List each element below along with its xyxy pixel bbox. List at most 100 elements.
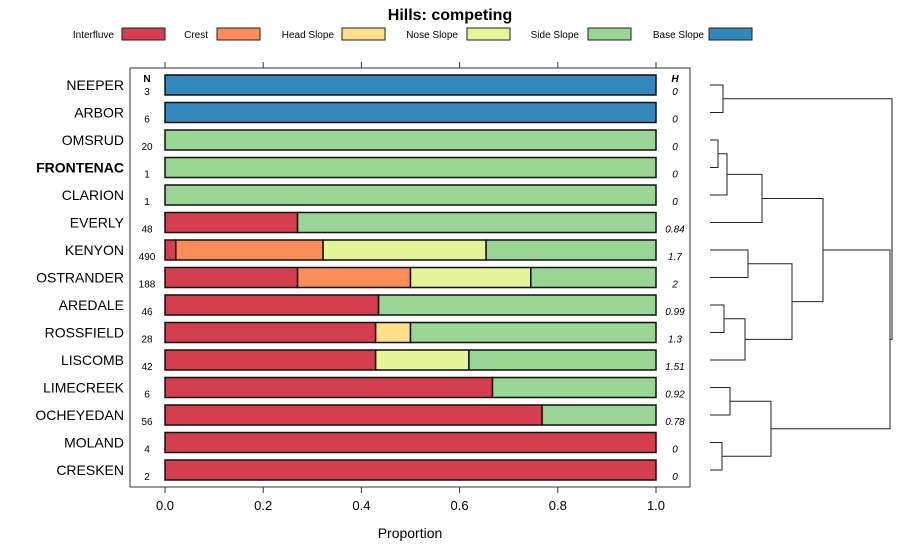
row-label: KENYON xyxy=(65,242,124,258)
legend-swatch xyxy=(341,27,386,41)
bar-segment-side-slope xyxy=(491,376,657,399)
bar-segment-crest xyxy=(175,239,324,261)
x-axis: 0.0 0.2 0.4 0.6 0.8 1.0 xyxy=(156,62,665,513)
row-label: OMSRUD xyxy=(62,132,124,148)
legend-swatch xyxy=(121,27,166,41)
h-value: 1.51 xyxy=(665,362,684,373)
n-value: 490 xyxy=(139,252,156,263)
bar-segment-interfluve xyxy=(164,404,543,426)
bar-segment-interfluve xyxy=(164,349,377,371)
h-value: 1.7 xyxy=(668,252,682,263)
n-value: 1 xyxy=(144,197,150,208)
h-value: 0.99 xyxy=(665,307,685,318)
bar-segment-side-slope xyxy=(164,156,657,179)
bar-segment-side-slope xyxy=(296,211,657,234)
bar-segment-side-slope xyxy=(530,266,657,289)
dendrogram-branch xyxy=(710,304,725,333)
n-value: 6 xyxy=(144,390,150,401)
bar-segment-interfluve xyxy=(164,431,657,454)
bar-segment-nose-slope xyxy=(322,239,487,261)
row-label: EVERLY xyxy=(70,215,125,231)
dendrogram-branch xyxy=(723,98,893,340)
h-value: 0 xyxy=(672,142,678,153)
h-value: 0.92 xyxy=(665,390,685,401)
row-label: MOLAND xyxy=(64,435,124,451)
n-value: 1 xyxy=(144,170,150,181)
bar-segment-interfluve xyxy=(164,294,380,316)
row-label: CRESKEN xyxy=(56,462,124,478)
plot-frame xyxy=(129,67,691,488)
x-tick-label: 1.0 xyxy=(647,498,665,513)
row-label: LIMECREEK xyxy=(43,380,125,396)
dendrogram-branch xyxy=(745,263,793,340)
bar-row: AREDALE 46 0.99 xyxy=(59,294,685,318)
dendrogram-branch xyxy=(710,442,723,471)
h-value: 0 xyxy=(672,472,678,483)
row-label: OCHEYEDAN xyxy=(35,407,124,423)
chart-title: Hills: competing xyxy=(388,7,512,24)
dendrogram-branch xyxy=(710,318,746,361)
bar-segment-side-slope xyxy=(485,239,657,261)
n-value: 48 xyxy=(141,225,153,236)
x-tick-label: 0.2 xyxy=(254,498,272,513)
bar-segment-base-slope xyxy=(164,74,657,96)
legend-swatch xyxy=(466,27,511,41)
legend-swatch xyxy=(587,27,632,41)
x-tick-label: 0.0 xyxy=(156,498,174,513)
bar-segment-head-slope xyxy=(374,321,412,344)
dendrogram-branch xyxy=(710,84,724,113)
h-value: 0 xyxy=(672,197,678,208)
bar-segment-interfluve xyxy=(164,211,299,234)
bar-row: KENYON 490 1.7 xyxy=(65,239,682,263)
legend-label: Side Slope xyxy=(531,30,580,41)
h-value: 0 xyxy=(672,170,678,181)
row-label: CLARION xyxy=(62,187,124,203)
n-value: 28 xyxy=(141,335,153,346)
h-value: 0.84 xyxy=(665,225,685,236)
bar-segment-side-slope xyxy=(541,404,657,426)
legend-label: Base Slope xyxy=(653,30,705,41)
bar-row: CLARION 1 0 xyxy=(62,184,678,208)
legend-swatch xyxy=(708,27,753,41)
dendrogram-branch xyxy=(710,387,731,416)
n-value: 42 xyxy=(141,362,153,373)
bar-row: LISCOMB 42 1.51 xyxy=(61,349,685,373)
h-value: 0 xyxy=(672,445,678,456)
bar-segment-side-slope xyxy=(468,349,657,371)
legend-label: Head Slope xyxy=(282,30,335,41)
n-value: 4 xyxy=(144,445,150,456)
row-label: FRONTENAC xyxy=(36,160,124,176)
h-value: 2 xyxy=(671,280,678,291)
bar-segment-side-slope xyxy=(377,294,657,316)
row-label: ARBOR xyxy=(74,105,124,121)
bar-segment-nose-slope xyxy=(409,266,532,289)
h-header: H xyxy=(671,74,679,85)
bar-segment-interfluve xyxy=(164,376,494,399)
x-tick-label: 0.4 xyxy=(352,498,370,513)
h-value: 0 xyxy=(672,115,678,126)
bar-segment-side-slope xyxy=(409,321,657,344)
bar-segment-interfluve xyxy=(164,239,177,261)
bar-row: FRONTENAC 1 0 xyxy=(36,156,678,181)
dendrogram-branch xyxy=(710,173,763,223)
n-value: 2 xyxy=(144,472,150,483)
bar-row: MOLAND 4 0 xyxy=(64,431,678,456)
dendrogram-branch xyxy=(710,249,749,278)
h-value: 0 xyxy=(672,87,678,98)
bar-segment-interfluve xyxy=(164,321,377,344)
n-value: 188 xyxy=(139,280,156,291)
n-value: 6 xyxy=(144,115,150,126)
x-tick-label: 0.8 xyxy=(549,498,567,513)
bar-row: OCHEYEDAN 56 0.78 xyxy=(35,404,685,428)
bar-segment-interfluve xyxy=(164,459,657,481)
bar-row: NEEPER 3 0 xyxy=(66,74,678,98)
dendrogram-branch xyxy=(722,400,772,457)
row-label: NEEPER xyxy=(66,77,124,93)
x-tick-label: 0.6 xyxy=(451,498,469,513)
row-label: AREDALE xyxy=(59,297,124,313)
legend: Interfluve Crest Head Slope Nose Slope Side … xyxy=(73,27,753,41)
bar-row: EVERLY 48 0.84 xyxy=(70,211,685,236)
bar-row: CRESKEN 2 0 xyxy=(56,459,678,483)
